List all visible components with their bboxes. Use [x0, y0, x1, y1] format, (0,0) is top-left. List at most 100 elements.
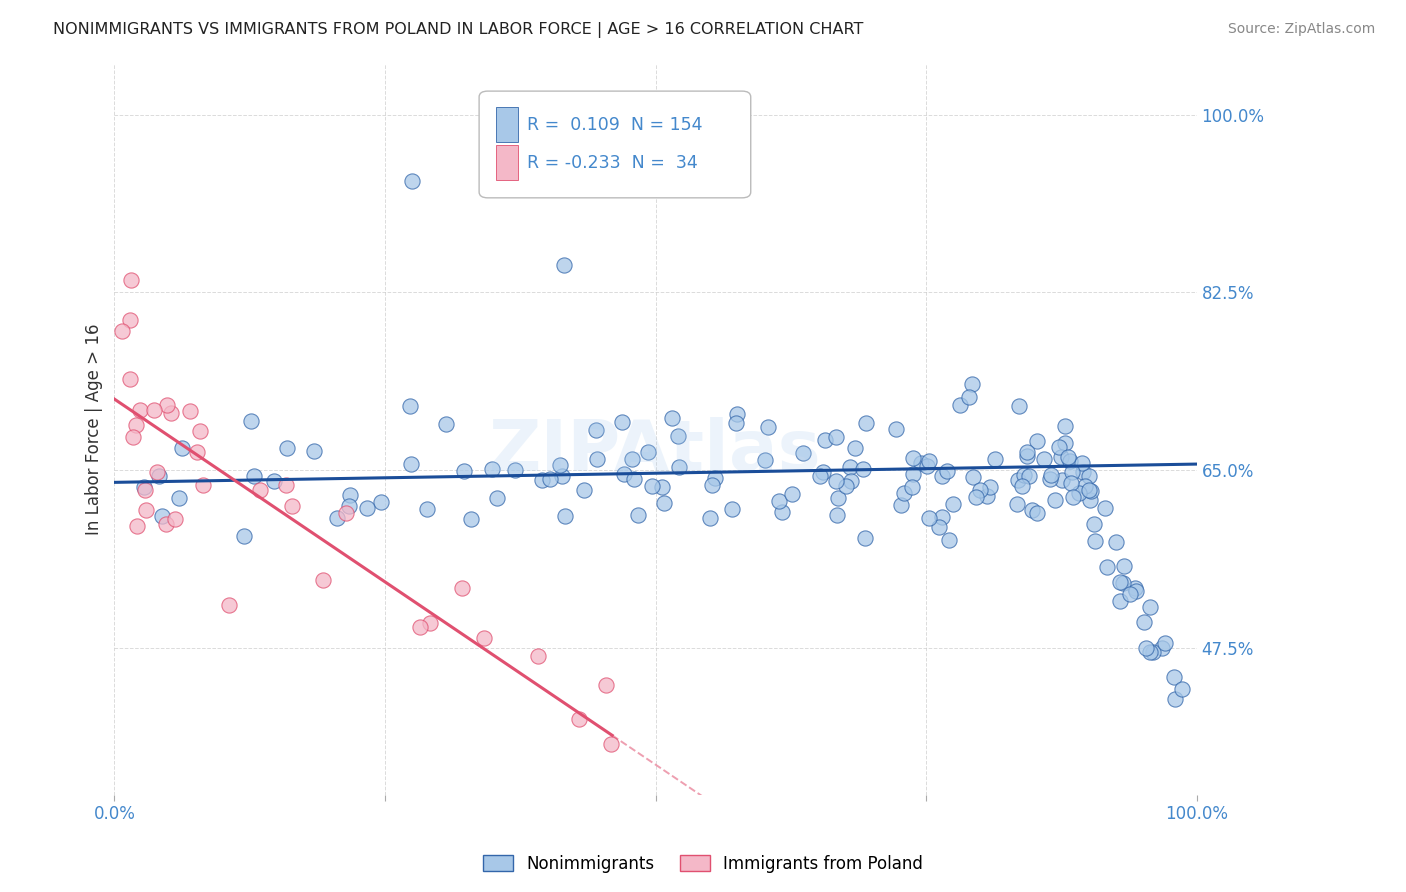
Point [1043, 492, 1066, 507]
Legend: Nonimmigrants, Immigrants from Poland: Nonimmigrants, Immigrants from Poland [477, 848, 929, 880]
Point [725, 416, 748, 430]
Point [984, 452, 1007, 467]
Point [599, 737, 621, 751]
Point [118, 371, 141, 385]
Point [928, 520, 950, 534]
Point [276, 441, 298, 455]
Point [527, 649, 550, 664]
Point [852, 461, 875, 475]
Point [233, 529, 256, 543]
Point [1026, 434, 1049, 448]
Point [148, 469, 170, 483]
Point [1112, 559, 1135, 574]
Point [585, 424, 607, 438]
FancyBboxPatch shape [496, 107, 517, 143]
Point [572, 483, 595, 497]
Point [120, 313, 142, 327]
Text: R =  0.109  N = 154: R = 0.109 N = 154 [527, 116, 702, 134]
Point [280, 499, 302, 513]
Point [134, 483, 156, 497]
Point [172, 442, 194, 456]
Point [756, 419, 779, 434]
Point [1164, 691, 1187, 706]
Point [884, 422, 907, 436]
Point [1053, 419, 1076, 434]
Point [1059, 475, 1081, 490]
Point [900, 480, 922, 494]
Point [1078, 483, 1101, 497]
Point [1080, 493, 1102, 508]
Point [152, 509, 174, 524]
Point [370, 495, 392, 509]
Point [460, 512, 482, 526]
Point [1109, 594, 1132, 608]
Point [613, 467, 636, 481]
Point [111, 325, 134, 339]
Point [485, 491, 508, 505]
Point [416, 502, 439, 516]
Point [143, 403, 166, 417]
Point [120, 273, 142, 287]
Point [957, 390, 980, 404]
Point [472, 631, 495, 645]
Point [1047, 440, 1070, 454]
Point [825, 508, 848, 522]
Point [1112, 575, 1135, 590]
Point [1083, 517, 1105, 532]
Point [399, 458, 422, 472]
Point [661, 410, 683, 425]
Point [844, 442, 866, 456]
Point [553, 258, 575, 272]
Point [1142, 645, 1164, 659]
Point [702, 478, 724, 492]
Point [159, 406, 181, 420]
Point [853, 532, 876, 546]
Point [419, 615, 441, 630]
Point [901, 467, 924, 482]
Point [165, 512, 187, 526]
Point [1008, 399, 1031, 413]
Point [548, 458, 571, 473]
Point [188, 424, 211, 438]
Point [824, 474, 846, 488]
Point [1153, 636, 1175, 650]
Point [156, 398, 179, 412]
Point [568, 712, 591, 726]
Point [969, 483, 991, 497]
Point [623, 472, 645, 486]
Point [1069, 486, 1091, 500]
Point [595, 678, 617, 692]
Point [813, 465, 835, 479]
Point [155, 516, 177, 531]
Point [554, 508, 576, 523]
Point [949, 398, 972, 412]
Point [409, 620, 432, 634]
Point [1071, 465, 1094, 479]
Point [699, 511, 721, 525]
Point [401, 174, 423, 188]
Point [1105, 535, 1128, 549]
Point [434, 417, 457, 431]
Point [637, 444, 659, 458]
Point [725, 407, 748, 421]
Point [1062, 465, 1084, 479]
FancyBboxPatch shape [496, 145, 517, 180]
Point [893, 486, 915, 500]
Point [337, 499, 360, 513]
Point [651, 480, 673, 494]
Point [1039, 472, 1062, 486]
Point [356, 501, 378, 516]
Point [1021, 503, 1043, 517]
Point [125, 418, 148, 433]
Point [1094, 501, 1116, 516]
Point [903, 451, 925, 466]
Point [962, 470, 984, 484]
Point [135, 503, 157, 517]
Point [976, 489, 998, 503]
Point [810, 468, 832, 483]
Point [127, 519, 149, 533]
Point [167, 491, 190, 505]
Point [1084, 533, 1107, 548]
Point [551, 469, 574, 483]
Point [1018, 468, 1040, 483]
